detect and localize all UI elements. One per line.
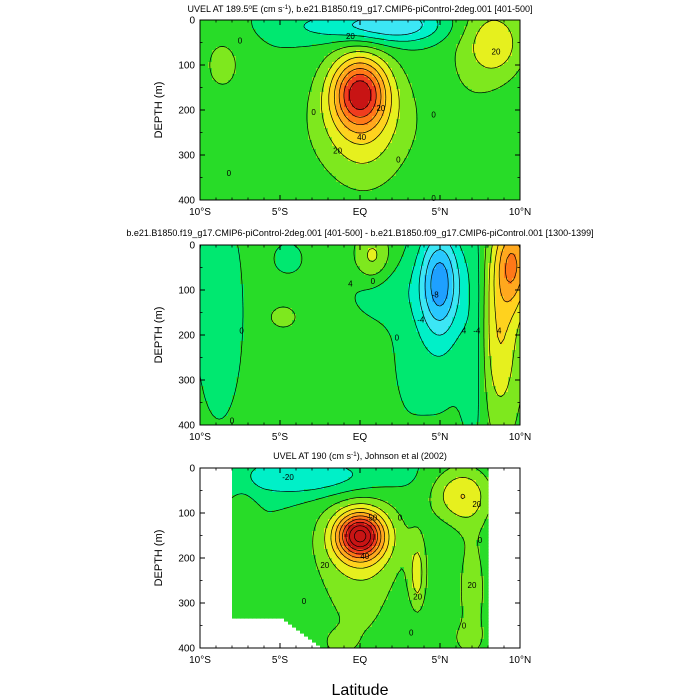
- x-tick-label: EQ: [353, 432, 368, 443]
- x-axis-label: Latitude: [332, 682, 389, 699]
- contour-label: 0: [371, 277, 376, 286]
- contour-lines: [231, 468, 489, 648]
- y-tick-label: 200: [178, 331, 195, 342]
- contour-label: 0: [409, 628, 414, 637]
- y-tick-label: 400: [178, 644, 195, 655]
- chart-title: UVEL AT 190 (cm s-1), Johnson et al (200…: [273, 451, 447, 461]
- x-tick-label: EQ: [353, 207, 368, 218]
- contour-label: 20: [472, 500, 481, 509]
- y-tick-label: 100: [178, 286, 195, 297]
- title-superscript: -1: [283, 4, 289, 11]
- title-text: E (cm s: [252, 4, 283, 14]
- x-tick-label: 10°S: [189, 655, 211, 666]
- x-tick-label: 10°N: [509, 207, 531, 218]
- y-tick-label: 200: [178, 106, 195, 117]
- contour-label: 20: [468, 581, 477, 590]
- chart-title: UVEL AT 189.5oE (cm s-1), b.e21.B1850.f1…: [188, 4, 533, 14]
- contour-label: 0: [431, 194, 436, 203]
- y-tick-label: 300: [178, 599, 195, 610]
- contour-label: -4: [417, 315, 425, 324]
- y-tick-label: 400: [178, 196, 195, 207]
- contour-label: 20: [492, 48, 501, 57]
- contour-lines: [200, 245, 520, 425]
- contour-label: -20: [282, 473, 294, 482]
- y-axis-label: DEPTH (m): [153, 82, 165, 139]
- contour-label: 40: [360, 552, 369, 561]
- contour-label: 4: [497, 327, 502, 336]
- contour-label: 0: [311, 108, 316, 117]
- x-tick-label: 5°S: [272, 207, 289, 218]
- contour-label: 0: [462, 622, 467, 631]
- y-tick-label: 0: [189, 464, 195, 475]
- contour-label: 40: [357, 133, 366, 142]
- contour-label: 20: [333, 147, 342, 156]
- contour-label: 20: [376, 104, 385, 113]
- title-superscript: o: [248, 4, 252, 11]
- x-tick-label: 5°S: [272, 655, 289, 666]
- contour-label: 0: [302, 597, 307, 606]
- contour-label: 0: [395, 333, 400, 342]
- contour-label: 4: [462, 327, 467, 336]
- contour-lines: [209, 20, 520, 192]
- title-text: UVEL AT 189.5: [188, 4, 249, 14]
- title-text: b.e21.B1850.f19_g17.CMIP6-piControl-2deg…: [126, 228, 593, 238]
- y-tick-label: 200: [178, 554, 195, 565]
- contour-label: 0: [238, 36, 243, 45]
- y-tick-label: 0: [189, 241, 195, 252]
- contour-label: 0: [431, 111, 436, 120]
- contour-label: 20: [413, 592, 422, 601]
- contour-label: -4: [473, 327, 481, 336]
- contour-label: 0: [230, 417, 235, 426]
- contour-fill: [200, 245, 520, 425]
- y-tick-label: 400: [178, 421, 195, 432]
- y-tick-label: 300: [178, 151, 195, 162]
- contour-label: 50: [368, 514, 377, 523]
- contour-label: 0: [398, 514, 403, 523]
- title-text: UVEL AT 190 (cm s: [273, 451, 351, 461]
- contour-label: 4: [348, 279, 353, 288]
- contour-label: 20: [346, 32, 355, 41]
- x-tick-label: 5°S: [272, 432, 289, 443]
- y-tick-label: 100: [178, 61, 195, 72]
- contour-label: 20: [320, 561, 329, 570]
- x-tick-label: EQ: [353, 655, 368, 666]
- contour-label: 0: [396, 156, 401, 165]
- title-superscript: -1: [351, 451, 357, 458]
- y-axis-label: DEPTH (m): [153, 530, 165, 587]
- contour-label: 0: [239, 327, 244, 336]
- y-tick-label: 300: [178, 376, 195, 387]
- x-tick-label: 5°N: [432, 655, 449, 666]
- x-tick-label: 10°S: [189, 432, 211, 443]
- y-tick-label: 0: [189, 16, 195, 27]
- x-tick-label: 5°N: [432, 207, 449, 218]
- chart-title: b.e21.B1850.f19_g17.CMIP6-piControl-2deg…: [126, 228, 593, 238]
- y-axis-label: DEPTH (m): [153, 307, 165, 364]
- x-tick-label: 10°N: [509, 655, 531, 666]
- contour-fill: [200, 20, 520, 200]
- title-text: ), b.e21.B1850.f19_g17.CMIP6-piControl-2…: [288, 4, 532, 14]
- x-tick-label: 10°N: [509, 432, 531, 443]
- x-tick-label: 10°S: [189, 207, 211, 218]
- contour-label: 0: [227, 169, 232, 178]
- title-text: ), Johnson et al (2002): [357, 451, 447, 461]
- x-tick-label: 5°N: [432, 432, 449, 443]
- y-tick-label: 100: [178, 509, 195, 520]
- contour-label: -8: [432, 291, 440, 300]
- contour-label: 0: [478, 536, 483, 545]
